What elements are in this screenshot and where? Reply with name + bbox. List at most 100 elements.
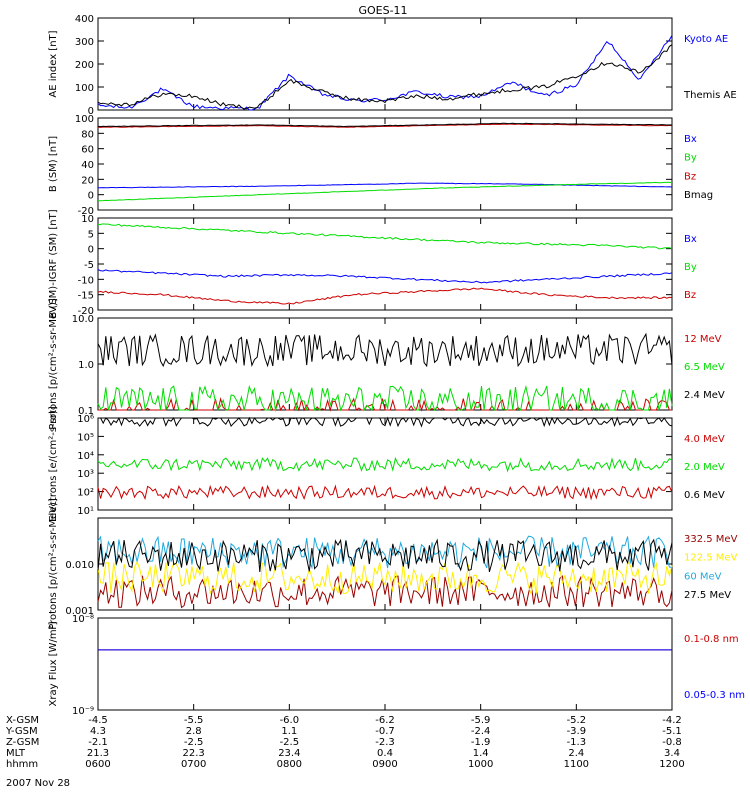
y-tick-label: 10³ [77, 469, 94, 480]
y-tick-label: -20 [78, 206, 94, 217]
y-tick-label: 80 [81, 129, 94, 140]
footer-value: 23.4 [278, 748, 300, 759]
legend-entry: Bx [684, 234, 697, 245]
legend-entry: Themis AE [683, 90, 737, 101]
footer-value: -6.2 [375, 715, 395, 726]
y-axis-label: Protons [p/(cm²-s-sr-MeV)] [48, 298, 59, 430]
y-tick-label: 20 [81, 175, 94, 186]
panel-4: 0.1 1.0 10.0 Protons [p/(cm²-s-sr-MeV)] 12 M… [48, 298, 725, 430]
footer-value: -2.1 [88, 737, 108, 748]
y-tick-label: 100 [75, 114, 94, 125]
y-tick-label: 10⁻⁸ [72, 614, 94, 625]
series-line-3-2 [97, 223, 673, 250]
y-axis-label: B (SM)-IGRF (SM) [nT] [48, 209, 59, 318]
series-line-4-2 [97, 384, 673, 412]
y-axis-label: B (SM) [nT] [48, 136, 59, 192]
y-tick-label: 200 [75, 60, 94, 71]
series-line-1-1 [97, 35, 673, 111]
footer-value: -1.9 [471, 737, 491, 748]
footer-value: -2.3 [375, 737, 395, 748]
footer-value: -5.1 [662, 726, 682, 737]
y-tick-label: 0.010 [65, 560, 94, 571]
y-axis-label: Protons [p/(cm²-s-sr-MeV)] [48, 498, 59, 630]
footer-value: 0700 [181, 759, 206, 770]
panel-5: 10¹ 10² 10³ 10⁴ 10⁵ 10⁶ Electrons [e/(cm²-s-sr… [48, 406, 725, 522]
series-line-2-2 [97, 181, 673, 202]
y-tick-label: 0 [88, 191, 94, 202]
legend-entry: 0.1-0.8 nm [684, 634, 739, 645]
y-tick-label: 300 [75, 37, 94, 48]
legend-entry: 122.5 MeV [684, 553, 738, 564]
series-line-6-4 [97, 538, 673, 573]
legend-entry: 27.5 MeV [684, 590, 731, 601]
footer-value: -5.2 [567, 715, 587, 726]
y-tick-label: 100 [75, 83, 94, 94]
footer-value: 0.4 [377, 748, 393, 759]
footer-value: -1.3 [567, 737, 587, 748]
y-tick-label: 5 [88, 229, 94, 240]
y-tick-label: 10.0 [72, 314, 94, 325]
legend-entry: 0.6 MeV [684, 490, 725, 501]
y-tick-label: 10⁶ [77, 414, 94, 425]
footer-value: -2.5 [184, 737, 204, 748]
panel-frame [97, 117, 673, 211]
series-line-5-3 [98, 416, 673, 428]
footer-value: 2.8 [186, 726, 202, 737]
footer-value: 2.4 [568, 748, 584, 759]
legend-entry: Bz [684, 290, 696, 301]
panel-7: 10⁻⁹ 10⁻⁸ Xray Flux [W/m²] 0.1-0.8 nm 0.05-0… [48, 614, 745, 717]
y-tick-label: -5 [84, 260, 94, 271]
series-line-5-1 [97, 484, 673, 501]
y-tick-label: 400 [75, 14, 94, 25]
y-tick-label: 10⁴ [77, 451, 94, 462]
panel-2: -20 0 20 40 60 80 100 B (SM) [nT] Bx By Bz Bmag [48, 114, 713, 217]
footer-value: 0900 [372, 759, 397, 770]
legend-entry: 0.05-0.3 nm [684, 690, 745, 701]
footer-row-label: hhmm [6, 759, 38, 770]
footer-value: -2.4 [471, 726, 491, 737]
footer-value: -5.9 [471, 715, 491, 726]
series-line-3-3 [97, 287, 673, 305]
footer-value: -5.5 [184, 715, 204, 726]
legend-entry: 6.5 MeV [684, 362, 725, 373]
legend-entry: 2.0 MeV [684, 462, 725, 473]
footer-value: -0.7 [375, 726, 395, 737]
legend-entry: 332.5 MeV [684, 534, 738, 545]
panel-6: 0.001 0.010 Protons [p/(cm²-s-sr-MeV)] 332.… [48, 498, 738, 630]
series-line-6-3 [97, 535, 673, 570]
y-tick-label: 10 [81, 214, 94, 225]
footer-value: 0600 [85, 759, 110, 770]
footer-value: 1.1 [281, 726, 297, 737]
footer-value: -0.8 [662, 737, 682, 748]
footer-row-label: Y-GSM [5, 726, 38, 737]
footer-value: -6.0 [280, 715, 300, 726]
legend-entry: Kyoto AE [684, 34, 728, 45]
y-tick-label: 10⁵ [77, 432, 94, 443]
footer-value: 1200 [659, 759, 684, 770]
series-line-6-1 [97, 575, 673, 609]
footer-row-label: MLT [6, 748, 26, 759]
footer-value: 21.3 [87, 748, 109, 759]
legend-entry: Bmag [684, 190, 713, 201]
legend-entry: 12 MeV [684, 334, 722, 345]
footer-date: 2007 Nov 28 [6, 778, 70, 789]
legend-entry: Bx [684, 134, 697, 145]
chart-title: GOES-11 [358, 4, 407, 17]
panel-frame [97, 517, 673, 611]
footer-value: 1.4 [473, 748, 489, 759]
y-tick-label: 0 [88, 245, 94, 256]
footer-value: 3.4 [664, 748, 680, 759]
legend-entry: 60 MeV [684, 571, 722, 582]
footer-value: -2.5 [280, 737, 300, 748]
y-tick-label: 60 [81, 145, 94, 156]
y-tick-label: 40 [81, 160, 94, 171]
legend-entry: By [684, 262, 697, 273]
footer-value: 4.3 [90, 726, 106, 737]
legend-entry: 4.0 MeV [684, 434, 725, 445]
footer-value: 22.3 [183, 748, 205, 759]
footer-value: 1100 [564, 759, 589, 770]
footer-value: 1000 [468, 759, 493, 770]
y-axis-label: Electrons [e/(cm²-s-sr)] [48, 406, 59, 522]
series-line-5-2 [97, 456, 673, 473]
